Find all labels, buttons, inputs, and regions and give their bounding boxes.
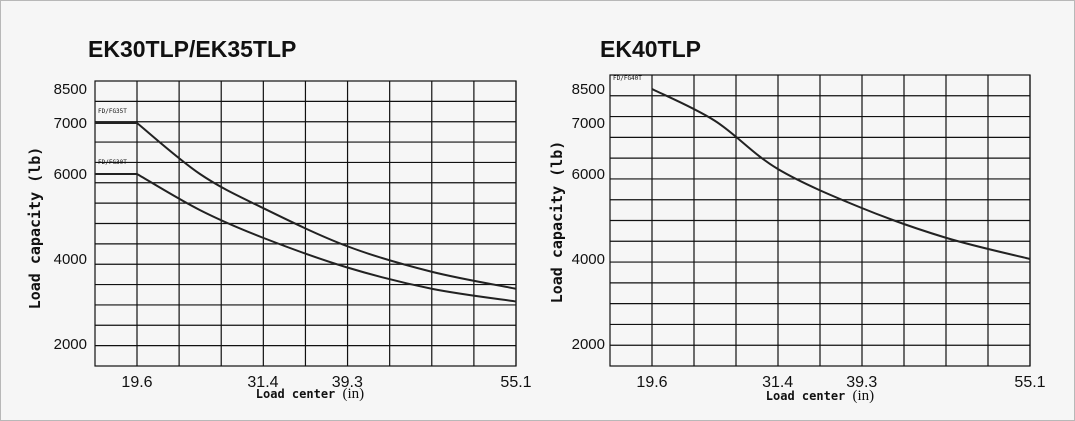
y-axis-label: Load capacity (lb): [26, 147, 44, 310]
y-tick-label: 2000: [54, 336, 87, 353]
chart-title: EK40TLP: [600, 36, 701, 62]
x-tick-label: 55.1: [1014, 374, 1045, 391]
x-tick-label: 39.3: [332, 374, 363, 391]
y-tick-label: 4000: [54, 251, 87, 268]
series-label: FD/FG40T: [613, 75, 642, 82]
y-tick-labels: 2000 4000 6000 7000 8500: [572, 81, 605, 353]
chart-ek40: EK40TLP 2000 4000 6000 7000 8500 19.6 31.4 39.…: [548, 36, 1046, 404]
series-label: FD/FG35T: [98, 108, 127, 115]
y-tick-label: 6000: [572, 166, 605, 183]
x-axis-label: Load center (in): [766, 388, 874, 404]
series-line: [651, 88, 1031, 260]
y-tick-labels: 2000 4000 6000 7000 8500: [54, 81, 87, 353]
x-tick-label: 19.6: [636, 374, 667, 391]
y-tick-label: 2000: [572, 336, 605, 353]
series-line: [136, 173, 517, 303]
x-tick-label: 55.1: [500, 374, 531, 391]
x-tick-labels: 19.6 31.4 39.3 55.1: [636, 374, 1045, 391]
y-tick-label: 7000: [572, 115, 605, 132]
chart-grid: [94, 80, 517, 367]
y-tick-label: 6000: [54, 166, 87, 183]
y-tick-label: 7000: [54, 115, 87, 132]
y-tick-label: 4000: [572, 251, 605, 268]
chart-title: EK30TLP/EK35TLP: [88, 36, 296, 62]
y-tick-label: 8500: [572, 81, 605, 98]
y-tick-label: 8500: [54, 81, 87, 98]
x-tick-label: 31.4: [762, 374, 793, 391]
chart-ek30-ek35: EK30TLP/EK35TLP 2000 4000 6000 7000 8500 19.…: [26, 36, 532, 402]
series-lines: FD/FG40T: [613, 75, 1031, 260]
x-tick-labels: 19.6 31.4 39.3 55.1: [121, 374, 531, 391]
series-label: FD/FG30T: [98, 159, 127, 166]
x-tick-label: 31.4: [247, 374, 278, 391]
series-line: [136, 122, 517, 290]
x-axis-label: Load center (in): [256, 386, 364, 402]
y-axis-label: Load capacity (lb): [548, 141, 566, 304]
x-tick-label: 19.6: [121, 374, 152, 391]
series-lines: FD/FG35T FD/FG30T: [95, 108, 517, 303]
chart-grid: [609, 74, 1031, 367]
x-tick-label: 39.3: [846, 374, 877, 391]
